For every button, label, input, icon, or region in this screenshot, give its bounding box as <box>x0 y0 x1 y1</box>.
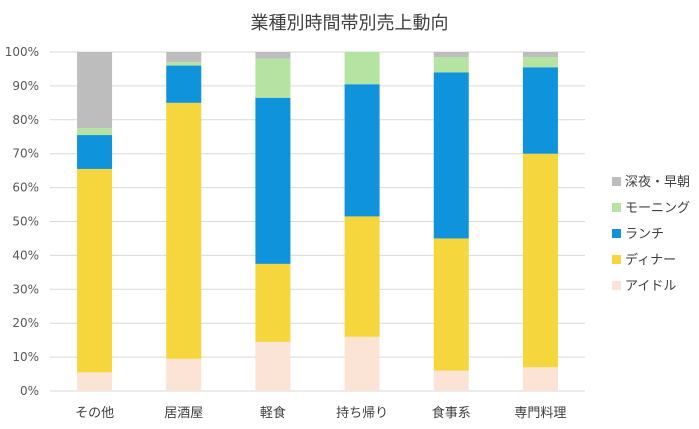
bar-segment <box>522 52 558 58</box>
y-tick-label: 10% <box>12 350 39 364</box>
bar-segment <box>433 238 469 371</box>
legend-label: ディナー <box>625 252 676 268</box>
x-category-label: 居酒屋 <box>164 406 203 421</box>
bar-segment <box>522 153 558 368</box>
bar-segment <box>344 84 380 217</box>
bar-segment <box>77 372 113 391</box>
chart-title: 業種別時間帯別売上動向 <box>251 13 449 34</box>
bar-segment <box>166 358 202 391</box>
legend-swatch <box>612 177 621 186</box>
bar-segment <box>255 341 291 391</box>
gridlines <box>50 51 585 392</box>
x-category-label: 専門料理 <box>514 406 566 421</box>
y-tick-label: 0% <box>20 384 39 398</box>
legend-swatch <box>612 229 621 238</box>
legend-label: モーニング <box>625 201 690 216</box>
y-tick-label: 30% <box>12 282 39 296</box>
bar-segment <box>433 52 469 58</box>
bar-segment <box>77 128 113 136</box>
bar-segment <box>166 62 202 66</box>
y-tick-label: 90% <box>12 79 39 93</box>
y-tick-label: 40% <box>12 248 39 262</box>
bar-segment <box>166 65 202 103</box>
bar-segment <box>344 216 380 337</box>
bar-segment <box>255 97 291 264</box>
y-axis-ticks: 0% 10% 20% 30% 40% 50% 60% 70% 80% 90% 100% <box>5 45 39 398</box>
bar-segment <box>344 336 380 391</box>
bar-segment <box>255 58 291 98</box>
legend-label: 深夜・早朝 <box>625 175 690 190</box>
legend-label: ランチ <box>625 227 664 242</box>
y-tick-label: 80% <box>12 113 39 127</box>
bar-segment <box>255 263 291 342</box>
y-tick-label: 70% <box>12 147 39 161</box>
y-tick-label: 20% <box>12 316 39 330</box>
x-axis-categories: その他 居酒屋 軽食 持ち帰り 食事系 専門料理 <box>75 405 566 421</box>
x-category-label: 食事系 <box>432 405 471 421</box>
bar-segment <box>166 102 202 359</box>
bar-segment <box>344 52 380 85</box>
bars <box>77 52 558 391</box>
x-category-label: その他 <box>75 406 114 421</box>
bar-segment <box>77 135 113 169</box>
y-tick-label: 100% <box>5 45 39 59</box>
legend-label: アイドル <box>625 279 676 294</box>
legend-swatch <box>612 281 621 290</box>
bar-segment <box>77 168 113 373</box>
bar-segment <box>255 52 291 59</box>
bar-segment <box>77 52 113 129</box>
y-tick-label: 50% <box>12 215 39 229</box>
bar-segment <box>433 370 469 391</box>
bar-segment <box>166 52 202 63</box>
x-category-label: 持ち帰り <box>336 405 388 421</box>
x-category-label: 軽食 <box>260 405 286 421</box>
bar-segment <box>433 72 469 239</box>
bar-segment <box>522 57 558 68</box>
bar-segment <box>522 367 558 391</box>
y-tick-label: 60% <box>12 181 39 195</box>
bar-segment <box>522 67 558 154</box>
bar-segment <box>433 57 469 73</box>
legend-swatch <box>612 203 621 212</box>
legend-swatch <box>612 255 621 264</box>
